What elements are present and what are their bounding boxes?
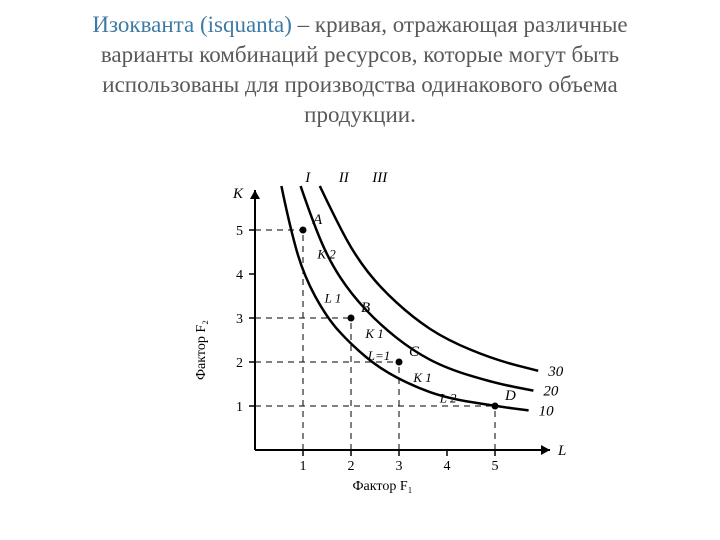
point-C: [396, 359, 403, 366]
point-label-A: A: [312, 212, 323, 228]
curve-end-label: 30: [547, 364, 564, 380]
y-tick-label: 4: [236, 268, 243, 283]
x-tick-label: 5: [492, 459, 499, 474]
point-B: [348, 315, 355, 322]
point-label-C: C: [409, 344, 420, 360]
y-tick-label: 1: [236, 400, 243, 415]
x-axis-caption: Фактор F₁: [353, 479, 413, 494]
x-tick-label: 3: [396, 459, 403, 474]
curve-end-label: 10: [539, 403, 555, 419]
curve-top-label: III: [371, 170, 388, 186]
isoquant-chart: 1 2 3 4 5 1 2 3 4 5 L K Фактор F₁ Фактор F₂ I 10 II 20 III…: [170, 170, 570, 510]
annotation: K 2: [316, 247, 336, 262]
x-tick-label: 2: [348, 459, 355, 474]
point-D: [492, 403, 499, 410]
y-tick-label: 3: [236, 312, 243, 327]
slide-title: Изокванта (isquanta) – кривая, отражающа…: [0, 10, 720, 130]
isoquant-curve-III: [320, 186, 538, 371]
y-tick-label: 5: [236, 224, 243, 239]
annotation: L 1: [324, 291, 342, 306]
point-A: [300, 227, 307, 234]
curve-top-label: II: [338, 170, 350, 186]
annotation: L 2: [439, 390, 457, 405]
y-tick-label: 2: [236, 356, 243, 371]
x-axis-label: L: [557, 443, 566, 459]
annotation: K 1: [412, 370, 431, 385]
annotation: K 1: [364, 326, 383, 341]
y-axis-label: K: [232, 186, 244, 202]
title-term: Изокванта (isquanta): [92, 12, 292, 37]
y-axis-caption: Фактор F₂: [194, 320, 209, 380]
annotation: L=1: [367, 348, 391, 363]
curve-end-label: 20: [543, 384, 559, 400]
point-label-B: B: [361, 300, 370, 316]
point-label-D: D: [504, 388, 516, 404]
x-tick-label: 1: [300, 459, 307, 474]
curve-top-label: I: [304, 170, 311, 186]
x-tick-label: 4: [444, 459, 451, 474]
